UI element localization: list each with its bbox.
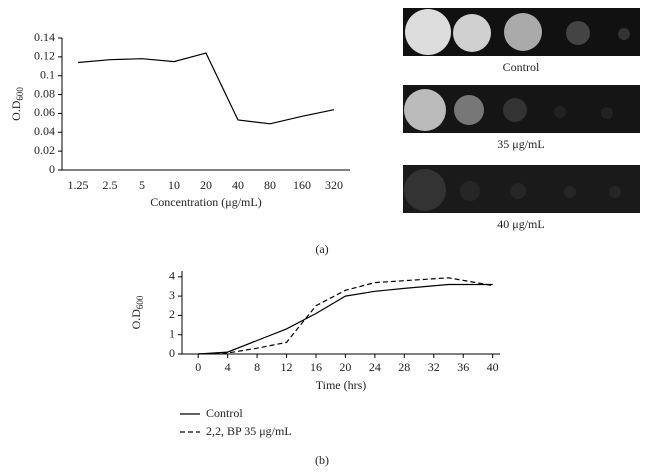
colony-spot — [564, 186, 576, 198]
colony-spot — [503, 98, 527, 122]
y-tick-label: 1 — [169, 326, 175, 340]
colony-spot — [601, 107, 613, 119]
colony-spot — [460, 181, 480, 201]
colony-spot — [510, 183, 526, 199]
y-tick-label: 0.14 — [34, 30, 55, 44]
x-tick-label: 20 — [200, 178, 212, 192]
colony-spot — [504, 13, 542, 51]
data-line — [198, 283, 493, 355]
colony-spot — [405, 9, 451, 55]
y-tick-label: 0.1 — [40, 67, 55, 81]
colony-spot — [618, 28, 630, 40]
x-tick-label: 80 — [264, 178, 276, 192]
y-tick-label: 4 — [169, 269, 175, 283]
x-tick-label: 24 — [369, 360, 381, 374]
x-tick-label: 10 — [168, 178, 180, 192]
x-axis-label: Time (hrs) — [316, 378, 367, 392]
y-tick-label: 2 — [169, 307, 175, 321]
x-tick-label: 32 — [428, 360, 440, 374]
y-tick-label: 0.08 — [34, 86, 55, 100]
image-caption: 40 μg/mL — [497, 217, 544, 231]
y-axis-label-subscript: 600 — [135, 295, 145, 309]
y-tick-label: 0.04 — [34, 124, 55, 138]
data-line — [198, 277, 493, 355]
legend-label: Control — [206, 406, 243, 420]
x-tick-label: 5 — [139, 178, 145, 192]
legend-label: 2,2, BP 35 μg/mL — [206, 424, 292, 438]
y-tick-label: 0.12 — [34, 49, 55, 63]
colony-spot — [554, 106, 566, 118]
x-axis-label: Concentration (μg/mL) — [150, 195, 261, 209]
x-tick-label: 20 — [339, 360, 351, 374]
x-tick-label: 2.5 — [103, 178, 118, 192]
x-tick-label: 4 — [225, 360, 231, 374]
x-tick-label: 12 — [281, 360, 293, 374]
data-line — [77, 52, 335, 125]
x-tick-label: 36 — [457, 360, 469, 374]
panel-label: (b) — [315, 453, 329, 467]
x-tick-label: 320 — [325, 178, 343, 192]
y-tick-label: 0 — [49, 162, 55, 176]
y-axis-label: O.D600 — [9, 87, 25, 121]
colony-spot — [404, 169, 446, 211]
image-caption: 35 μg/mL — [497, 137, 544, 151]
plate-images — [403, 8, 640, 213]
colony-spot — [453, 14, 491, 52]
y-tick-label: 3 — [169, 288, 175, 302]
y-axis-label: O.D600 — [129, 295, 145, 329]
colony-spot — [609, 186, 621, 198]
colony-spot — [404, 89, 446, 131]
y-axis-label-text: O.D — [9, 100, 23, 121]
x-tick-label: 8 — [254, 360, 260, 374]
y-tick-label: 0.06 — [34, 105, 55, 119]
image-caption: Control — [503, 60, 540, 74]
x-tick-label: 40 — [487, 360, 499, 374]
y-tick-label: 0 — [169, 346, 175, 360]
y-axis-label-text: O.D — [129, 309, 143, 330]
panel-label: (a) — [315, 242, 328, 256]
x-tick-label: 160 — [293, 178, 311, 192]
x-tick-label: 28 — [398, 360, 410, 374]
y-axis-label-subscript: 600 — [15, 87, 25, 101]
x-tick-label: 40 — [232, 178, 244, 192]
y-tick-label: 0.02 — [34, 143, 55, 157]
x-tick-label: 16 — [310, 360, 322, 374]
colony-spot — [454, 95, 484, 125]
x-tick-label: 1.25 — [68, 178, 89, 192]
x-tick-label: 0 — [195, 360, 201, 374]
colony-spot — [566, 21, 590, 45]
